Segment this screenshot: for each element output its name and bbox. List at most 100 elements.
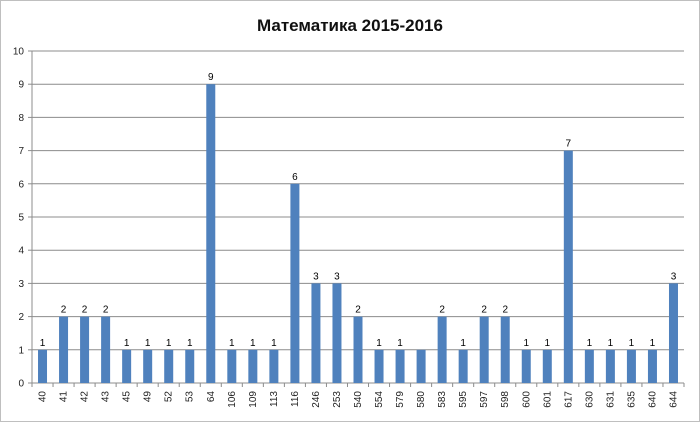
axes xyxy=(28,50,685,387)
x-tick-label: 644 xyxy=(668,391,679,408)
x-tick-label: 540 xyxy=(353,391,364,408)
data-label: 1 xyxy=(271,338,277,349)
bar xyxy=(269,349,279,383)
data-label: 1 xyxy=(145,338,151,349)
data-label: 1 xyxy=(545,338,551,349)
bar xyxy=(626,349,636,383)
y-tick-label: 7 xyxy=(18,146,24,157)
data-label: 1 xyxy=(397,338,403,349)
x-tick-label: 640 xyxy=(647,391,658,408)
bar xyxy=(521,349,531,383)
bar xyxy=(437,316,447,383)
gridlines xyxy=(32,50,684,351)
data-label: 2 xyxy=(481,305,487,316)
data-label: 1 xyxy=(229,338,235,349)
data-label: 2 xyxy=(502,305,508,316)
bars xyxy=(38,84,678,383)
x-tick-label: 246 xyxy=(311,391,322,408)
x-tick-label: 579 xyxy=(395,391,406,408)
data-label: 1 xyxy=(166,338,172,349)
data-label: 1 xyxy=(650,338,656,349)
bar xyxy=(59,316,69,383)
data-label: 2 xyxy=(82,305,88,316)
data-label: 1 xyxy=(523,338,529,349)
y-tick-label: 2 xyxy=(18,312,24,323)
x-tick-label: 43 xyxy=(101,391,112,403)
chart-title: Математика 2015-2016 xyxy=(257,16,443,35)
x-tick-label: 598 xyxy=(500,391,511,408)
bar xyxy=(248,349,258,383)
data-label: 3 xyxy=(334,271,340,282)
data-label: 7 xyxy=(566,139,572,150)
data-label: 1 xyxy=(124,338,130,349)
bar xyxy=(458,349,468,383)
x-tick-label: 630 xyxy=(584,391,595,408)
bar xyxy=(206,84,216,383)
y-tick-labels: 0 1 2 3 4 5 6 7 8 9 10 xyxy=(13,47,25,390)
x-tick-label: 113 xyxy=(269,391,280,407)
x-tick-label: 109 xyxy=(248,391,259,408)
bar xyxy=(122,349,132,383)
data-label: 3 xyxy=(671,271,677,282)
x-tick-label: 600 xyxy=(521,391,532,408)
x-tick-label: 631 xyxy=(605,391,616,408)
data-label: 6 xyxy=(292,172,298,183)
data-label: 2 xyxy=(439,305,445,316)
x-tick-labels: 40 41 42 43 45 49 52 53 64 106 109 113 116 246 253 540 5… xyxy=(38,391,680,408)
bar xyxy=(374,349,384,383)
data-labels: 1 2 2 2 1 1 1 1 9 1 1 1 6 3 3 2 1 1 2 1 2 2 1 1 7 1 1 1 1 3 xyxy=(40,72,677,349)
bar xyxy=(500,316,510,383)
data-label: 1 xyxy=(376,338,382,349)
data-label: 1 xyxy=(587,338,593,349)
y-tick-label: 3 xyxy=(18,279,24,290)
bar xyxy=(227,349,237,383)
x-tick-label: 42 xyxy=(80,391,91,403)
data-label: 1 xyxy=(460,338,466,349)
x-tick-label: 52 xyxy=(164,391,175,403)
bar xyxy=(290,183,300,383)
bar xyxy=(668,283,678,383)
bar xyxy=(479,316,489,383)
x-tick-label: 597 xyxy=(479,391,490,408)
data-label: 1 xyxy=(608,338,614,349)
bar xyxy=(80,316,90,383)
bar xyxy=(185,349,195,383)
data-label: 1 xyxy=(250,338,256,349)
data-label: 1 xyxy=(187,338,193,349)
y-tick-label: 1 xyxy=(18,345,24,356)
data-label: 2 xyxy=(103,305,109,316)
bar xyxy=(563,150,573,383)
x-tick-label: 617 xyxy=(563,391,574,408)
x-tick-label: 53 xyxy=(185,391,196,403)
bar xyxy=(647,349,657,383)
bar xyxy=(416,349,426,383)
data-label: 1 xyxy=(40,338,46,349)
x-tick-label: 64 xyxy=(206,391,217,403)
x-tick-label: 635 xyxy=(626,391,637,408)
x-tick-label: 583 xyxy=(437,391,448,408)
x-tick-label: 580 xyxy=(416,391,427,408)
data-label: 3 xyxy=(313,271,319,282)
bar xyxy=(353,316,363,383)
x-tick-label: 253 xyxy=(332,391,343,408)
x-tick-label: 106 xyxy=(227,391,238,408)
data-label: 1 xyxy=(629,338,635,349)
x-tick-label: 40 xyxy=(38,391,49,403)
x-tick-label: 49 xyxy=(143,391,154,403)
bar xyxy=(584,349,594,383)
bar xyxy=(38,349,48,383)
bar xyxy=(143,349,153,383)
y-tick-label: 5 xyxy=(18,213,24,224)
x-tick-label: 554 xyxy=(374,391,385,408)
y-tick-label: 8 xyxy=(18,113,24,124)
data-label: 2 xyxy=(355,305,361,316)
bar xyxy=(332,283,342,383)
y-tick-label: 4 xyxy=(18,246,24,257)
x-tick-label: 45 xyxy=(122,391,133,403)
y-tick-label: 10 xyxy=(13,47,25,58)
bar xyxy=(395,349,405,383)
x-tick-label: 116 xyxy=(290,391,301,407)
bar xyxy=(164,349,174,383)
